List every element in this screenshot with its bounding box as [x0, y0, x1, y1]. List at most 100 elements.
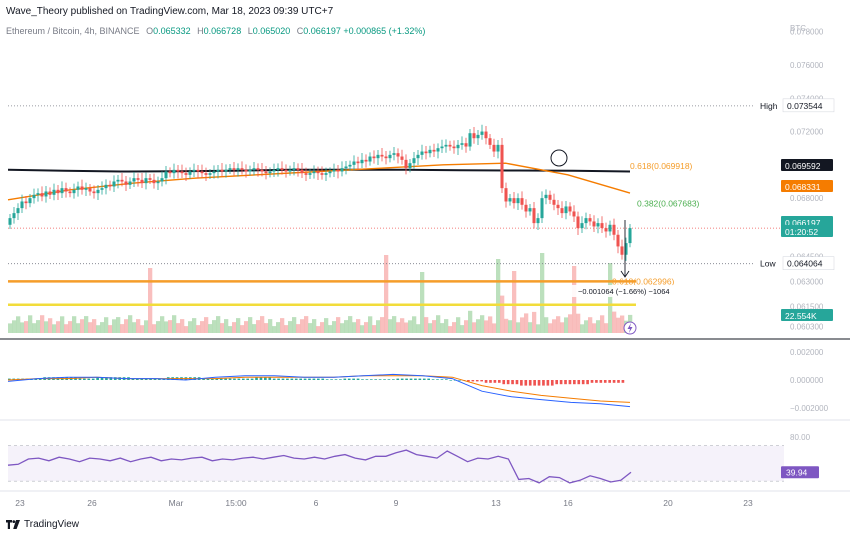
- macd-histogram-bar: [34, 378, 38, 380]
- macd-histogram-bar: [506, 380, 510, 385]
- candle-body: [448, 144, 452, 147]
- macd-histogram-bar: [347, 378, 351, 380]
- marker-value: 0.064064: [787, 259, 823, 269]
- candle-body: [280, 168, 284, 170]
- macd-histogram-bar: [127, 377, 130, 380]
- candle-body: [508, 198, 512, 202]
- low-label: L: [247, 26, 253, 36]
- macd-histogram-bar: [453, 380, 457, 381]
- volume-bar: [212, 320, 217, 333]
- volume-bar: [284, 325, 289, 333]
- volume-bar: [112, 319, 117, 333]
- macd-histogram-bar: [612, 380, 616, 383]
- macd-signal-line: [7, 375, 631, 403]
- volume-bar: [388, 319, 393, 333]
- macd-tick-label: 0.002000: [790, 348, 824, 357]
- volume-bar: [436, 315, 441, 333]
- candle-body: [96, 189, 100, 194]
- macd-histogram-bar: [96, 377, 99, 380]
- candle-body: [20, 201, 24, 209]
- volume-bar: [144, 320, 149, 333]
- macd-histogram-bar: [8, 378, 11, 380]
- candle-body: [608, 224, 612, 232]
- macd-histogram-bar: [520, 380, 523, 386]
- volume-bar: [120, 324, 125, 333]
- macd-histogram-bar: [383, 379, 386, 380]
- volume-bar: [392, 316, 397, 333]
- volume-bar: [592, 323, 597, 333]
- volume-bar: [508, 320, 513, 333]
- candle-body: [200, 171, 204, 174]
- candle-body: [80, 186, 84, 190]
- macd-tick-label: −0.002000: [790, 404, 829, 413]
- volume-bar: [124, 319, 129, 333]
- ema-50-line: [7, 162, 631, 201]
- volume-bar: [376, 320, 381, 333]
- macd-histogram-bar: [144, 378, 148, 380]
- candle-body: [504, 188, 508, 202]
- candle-body: [232, 168, 236, 170]
- price-tag: 0.068331: [785, 182, 821, 192]
- open-value: 0.065332: [153, 26, 191, 36]
- candle-body: [180, 171, 184, 174]
- candle-body: [92, 191, 96, 194]
- volume-bar: [76, 323, 81, 333]
- candle-body: [628, 228, 632, 244]
- rsi-tick-label: 80.00: [790, 433, 811, 442]
- volume-bar: [584, 320, 589, 333]
- volume-bar: [532, 311, 537, 333]
- volume-bar: [472, 322, 477, 333]
- volume-bar: [96, 325, 101, 333]
- macd-histogram-bar: [475, 380, 479, 382]
- candle-body: [120, 179, 124, 182]
- candle-body: [48, 191, 52, 195]
- macd-histogram-bar: [113, 377, 117, 380]
- candle-body: [16, 208, 20, 214]
- candle-body: [580, 223, 584, 229]
- macd-histogram-bar: [299, 378, 302, 380]
- time-tick-label: Mar: [169, 498, 184, 508]
- macd-histogram-bar: [595, 380, 598, 383]
- candle-body: [28, 198, 32, 204]
- candle-body: [40, 193, 44, 197]
- macd-histogram-bar: [537, 380, 541, 386]
- macd-histogram-bar: [180, 377, 183, 380]
- candle-body: [300, 169, 304, 174]
- macd-histogram-bar: [43, 377, 46, 380]
- candle-body: [488, 138, 492, 145]
- volume-bar: [332, 321, 337, 333]
- volume-bar: [352, 322, 357, 333]
- marker-value-bg: [782, 256, 835, 270]
- price-tick-label: 0.068000: [790, 194, 824, 203]
- price-tag-bg: [781, 180, 833, 192]
- macd-histogram-bar: [480, 380, 483, 382]
- macd-histogram-bar: [493, 380, 497, 383]
- volume-bar: [232, 322, 237, 333]
- candle-body: [72, 189, 76, 194]
- volume-bar: [268, 319, 273, 333]
- macd-histogram-bar: [131, 378, 135, 380]
- candle-body: [320, 173, 324, 175]
- volume-bar: [420, 272, 425, 333]
- volume-bar: [272, 326, 277, 333]
- candle-body: [420, 151, 424, 155]
- candle-body: [204, 173, 208, 175]
- volume-bar: [568, 314, 573, 333]
- volume-bar: [572, 266, 577, 333]
- volume-bar: [340, 323, 345, 333]
- price-tick-label: 0.076000: [790, 61, 824, 70]
- lightning-icon: [623, 321, 637, 335]
- volume-bar: [448, 326, 453, 333]
- candle-body: [288, 169, 292, 172]
- candle-body: [532, 208, 536, 224]
- candle-body: [416, 154, 420, 159]
- symbol-title: Ethereum / Bitcoin, 4h, BINANCE: [6, 26, 140, 36]
- macd-tick-label: 0.000000: [790, 376, 824, 385]
- macd-histogram-bar: [621, 380, 625, 383]
- volume-bar: [328, 325, 333, 333]
- macd-histogram-bar: [109, 377, 113, 380]
- macd-histogram-bar: [250, 378, 254, 380]
- volume-bar: [280, 318, 285, 333]
- candle-body: [432, 149, 436, 152]
